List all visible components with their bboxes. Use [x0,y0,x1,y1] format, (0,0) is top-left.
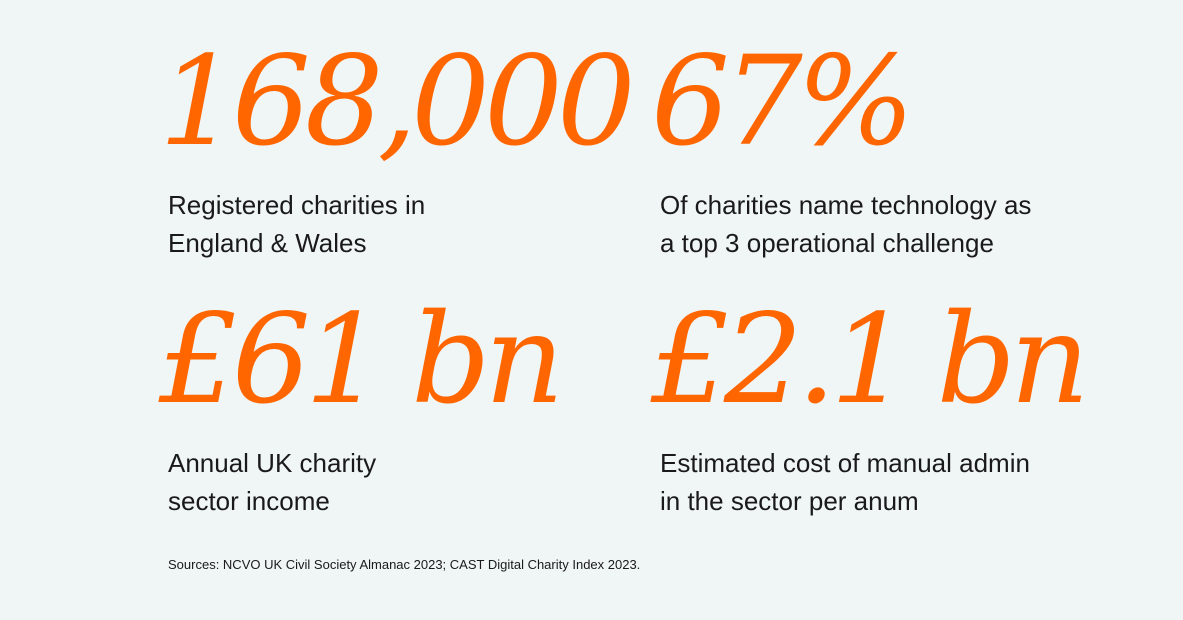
stat-caption: Estimated cost of manual admin in the se… [660,448,1030,516]
stat-manual-admin-cost: £2.1 bn Estimated cost of manual admin i… [651,290,1095,520]
stat-value: 67% [651,30,915,174]
sources-footnote: Sources: NCVO UK Civil Society Almanac 2… [168,557,641,572]
stat-value: 168,000 [159,30,636,174]
stat-caption: Registered charities in England & Wales [168,190,426,258]
stat-technology-challenge: 67% Of charities name technology as a to… [651,32,1095,262]
stat-value: £61 bn [159,288,564,432]
stat-caption: Of charities name technology as a top 3 … [660,190,1032,258]
stat-value: £2.1 bn [651,288,1090,432]
stat-registered-charities: 168,000 Registered charities in England … [159,32,636,262]
stat-sector-income: £61 bn Annual UK charity sector income [159,290,603,520]
stat-caption: Annual UK charity sector income [168,448,377,516]
